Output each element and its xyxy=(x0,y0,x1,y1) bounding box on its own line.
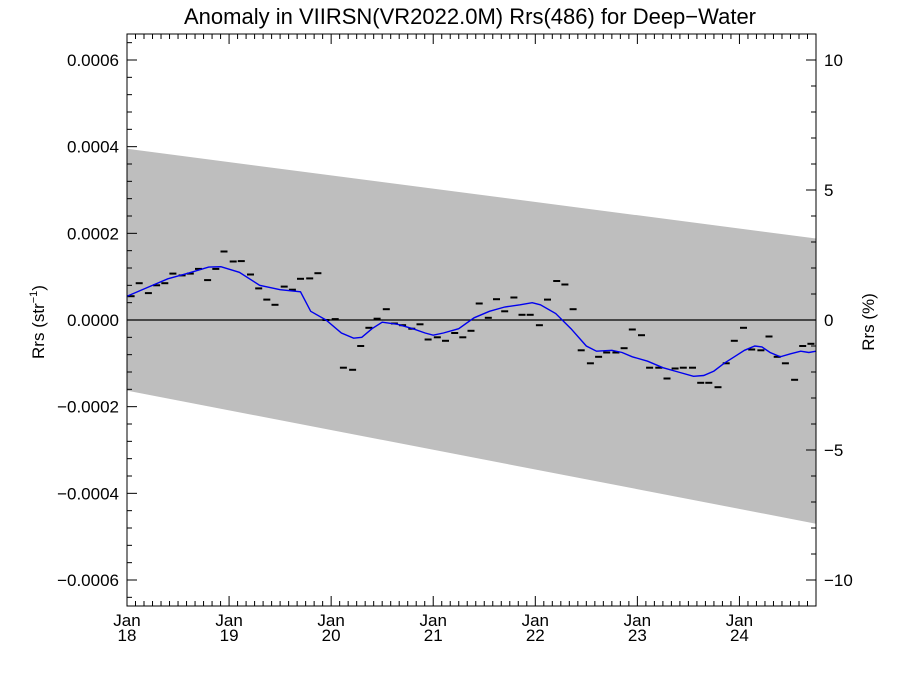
y-left-tick-label: −0.0006 xyxy=(57,571,119,590)
y-left-tick-label: 0.0006 xyxy=(67,51,119,70)
chart-title: Anomaly in VIIRSN(VR2022.0M) Rrs(486) fo… xyxy=(184,4,756,29)
x-tick-label: Jan 21 xyxy=(420,611,447,645)
y-right-tick-label: 5 xyxy=(824,181,833,200)
plot-area xyxy=(126,33,817,607)
x-tick-label: Jan 19 xyxy=(215,611,242,645)
y-left-tick-label: 0.0002 xyxy=(67,224,119,243)
x-tick-label: Jan 18 xyxy=(113,611,140,645)
y-left-tick-label: 0.0000 xyxy=(67,311,119,330)
y-axis-right-label: Rrs (%) xyxy=(859,293,878,351)
y-left-tick-label: −0.0004 xyxy=(57,484,119,503)
y-axis-left-label: Rrs (str−1) xyxy=(28,285,48,359)
y-axis-right: 10 5 0 −5 −10 xyxy=(806,33,853,607)
y-right-tick-label: 0 xyxy=(824,311,833,330)
x-tick-label: Jan 22 xyxy=(522,611,549,645)
smoothed-series-line xyxy=(126,265,817,378)
y-left-tick-label: −0.0002 xyxy=(57,398,119,417)
x-axis: Jan 18 Jan 19 Jan 20 Jan 21 Jan 22 Jan 23 Jan 24 xyxy=(113,34,817,645)
uncertainty-band xyxy=(127,148,816,524)
y-right-tick-label: −5 xyxy=(824,441,843,460)
y-axis-left: 0.0006 0.0004 0.0002 0.0000 −0.0002 −0.0004 −0… xyxy=(57,42,137,598)
y-right-tick-label: −10 xyxy=(824,571,853,590)
x-tick-label: Jan 23 xyxy=(624,611,651,645)
x-tick-label: Jan 20 xyxy=(317,611,344,645)
y-left-tick-label: 0.0004 xyxy=(67,138,119,157)
y-right-tick-label: 10 xyxy=(824,51,843,70)
x-tick-label: Jan 24 xyxy=(726,611,753,645)
